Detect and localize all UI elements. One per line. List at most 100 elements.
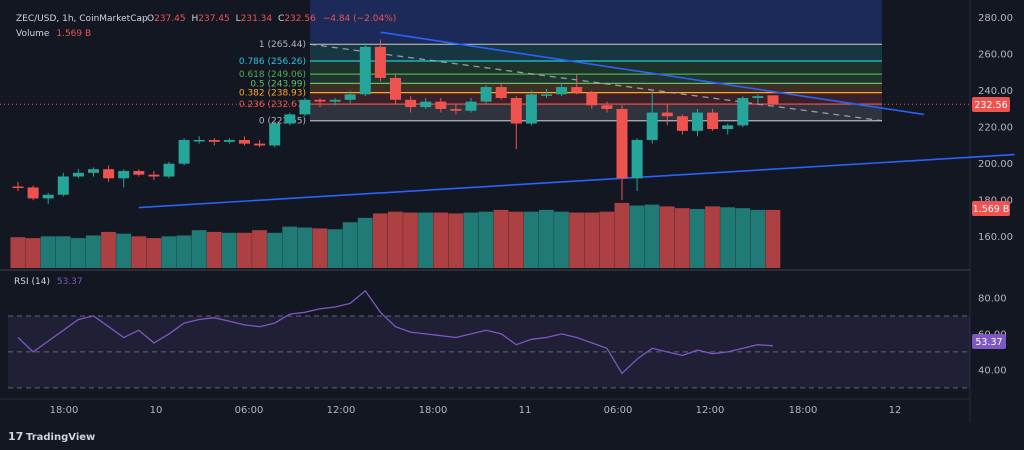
candle: [254, 139, 266, 148]
time-tick-label: 06:00: [604, 405, 633, 416]
candle: [435, 97, 447, 113]
candle-body: [390, 77, 401, 100]
price-badge-bg: [972, 97, 1010, 112]
candle-body: [239, 139, 250, 144]
low-label: L: [236, 14, 241, 24]
volume-bar: [146, 238, 162, 268]
candle-body: [72, 172, 84, 177]
time-tick-label: 10: [150, 405, 163, 416]
volume-bar: [267, 232, 282, 268]
candle-body: [692, 112, 703, 131]
candle: [12, 181, 24, 192]
candle-body: [661, 112, 673, 117]
volume-bars: [10, 202, 781, 268]
candle: [284, 112, 296, 126]
candle: [223, 138, 235, 144]
candle: [329, 97, 341, 106]
candle-body: [737, 97, 749, 126]
candle-body: [420, 101, 432, 108]
candle-body: [269, 123, 281, 146]
volume-bar: [191, 230, 207, 268]
volume-bar: [101, 231, 116, 268]
candle-body: [374, 46, 386, 78]
candle: [420, 97, 432, 109]
candle: [405, 96, 417, 113]
candle-body: [344, 94, 356, 100]
rsi-badge-bg: [972, 334, 1006, 349]
volume-bar: [674, 208, 690, 268]
open-label: O: [147, 14, 154, 24]
candle: [208, 138, 220, 146]
volume-bar: [508, 211, 524, 268]
candle: [525, 90, 537, 126]
volume-bar: [131, 236, 147, 268]
volume-bar: [357, 217, 373, 268]
volume-bar: [55, 236, 71, 268]
candle: [42, 192, 54, 204]
volume-bar: [554, 211, 569, 268]
volume-bar: [372, 213, 388, 268]
candle-body: [631, 139, 643, 179]
fib-level-label: 0.382 (238.93): [239, 89, 306, 99]
volume-bar: [463, 212, 479, 268]
candle-body: [42, 194, 54, 199]
candle-body: [103, 169, 115, 179]
volume-bar: [25, 238, 41, 268]
candle-body: [163, 163, 175, 177]
candle: [646, 90, 658, 144]
candle: [374, 39, 386, 82]
candle: [314, 97, 326, 108]
candle-body: [435, 101, 447, 109]
price-tick-label: 220.00: [978, 123, 1013, 134]
candle-body: [480, 87, 492, 102]
candle-body: [359, 46, 371, 95]
candle: [163, 161, 175, 179]
volume-bar: [297, 227, 313, 268]
candle-body: [495, 87, 507, 98]
volume-bar: [10, 237, 26, 268]
rsi-tick-label: 80.00: [978, 293, 1007, 304]
price-tick-label: 160.00: [978, 232, 1013, 243]
trendline-resistance: [380, 31, 925, 116]
fib-zone: [310, 44, 882, 61]
fib-zone: [310, 60, 882, 75]
volume-bar: [720, 207, 735, 268]
fib-level-label: 0.236 (232.67): [239, 100, 306, 110]
volume-bar: [523, 211, 539, 268]
candle: [27, 185, 39, 201]
candle-body: [254, 143, 266, 146]
candle-body: [405, 99, 417, 108]
candle-body: [450, 108, 462, 111]
fib-level-label: 1 (265.44): [259, 40, 306, 50]
price-tick-label: 280.00: [978, 13, 1013, 24]
candle: [661, 103, 673, 126]
trendlines[interactable]: [138, 31, 1015, 209]
candle-body: [676, 116, 688, 131]
candle: [178, 138, 190, 166]
candle: [676, 114, 688, 135]
volume-bar: [327, 229, 343, 268]
volume-bar: [161, 236, 177, 268]
candle-body: [752, 96, 764, 98]
volume-bar: [644, 204, 660, 268]
candle-body: [525, 94, 537, 124]
candle: [390, 74, 401, 104]
fib-zone: [310, 74, 882, 84]
volume-bar: [40, 236, 56, 268]
volume-value: 1.569 B: [56, 29, 91, 39]
time-tick-label: 12: [889, 405, 902, 416]
low-value: 231.34: [241, 14, 273, 24]
candle-body: [586, 92, 598, 106]
time-tick-label: 12:00: [327, 405, 356, 416]
svg-text:RSI (14) 53.37: RSI (14) 53.37: [14, 277, 83, 287]
candle: [692, 108, 703, 137]
high-label: H: [191, 14, 198, 24]
volume-bar: [342, 222, 358, 268]
volume-bar: [206, 231, 222, 268]
candle-body: [193, 139, 205, 142]
candle: [631, 138, 643, 192]
volume-bar: [765, 209, 781, 268]
candle-body: [601, 105, 613, 109]
fib-level-label: 0.786 (256.26): [239, 57, 306, 67]
tradingview-logo[interactable]: 17 TradingView: [8, 430, 95, 443]
